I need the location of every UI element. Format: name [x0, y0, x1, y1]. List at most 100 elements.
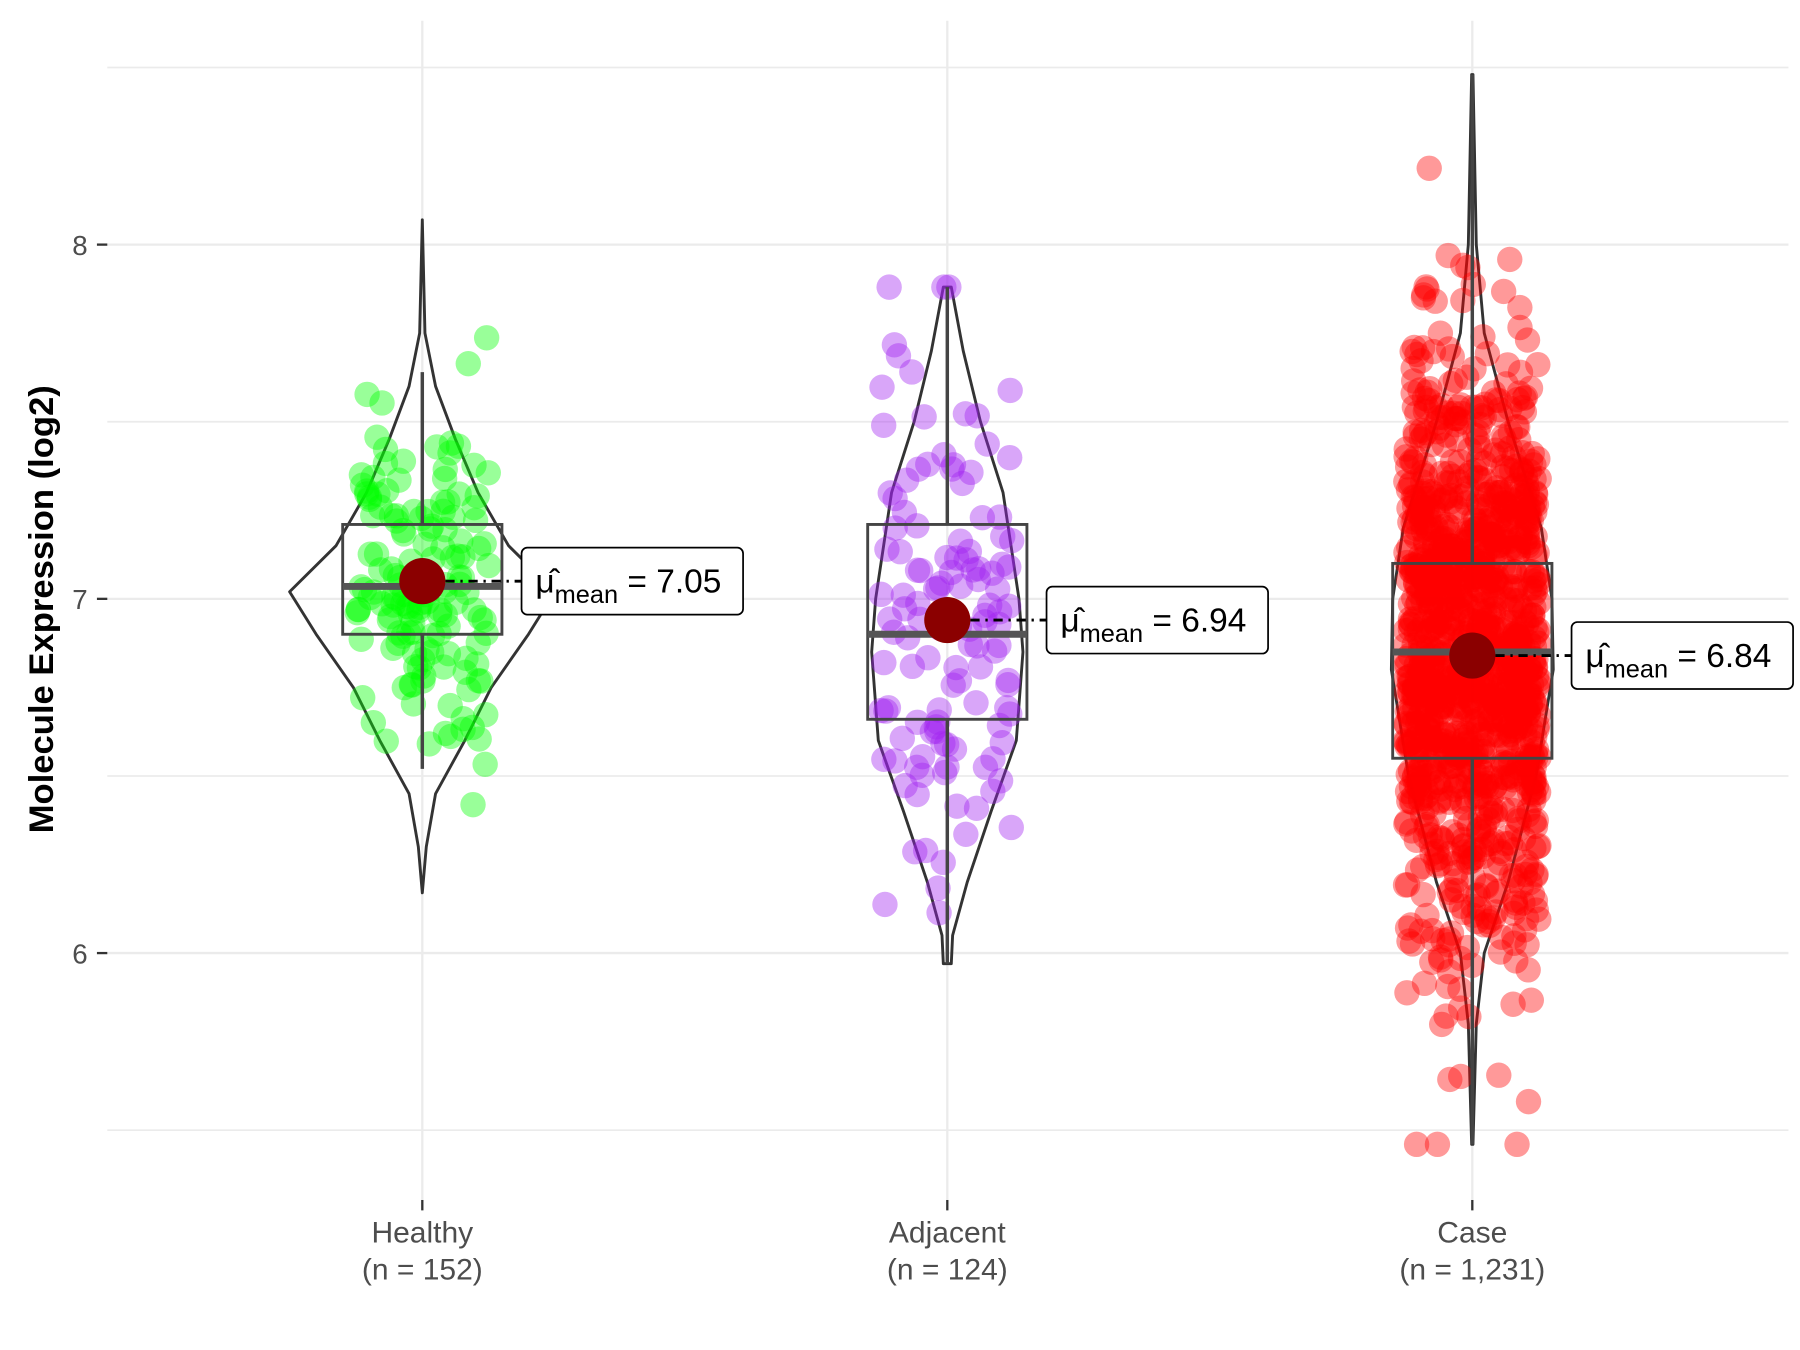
- data-point: [1488, 402, 1514, 428]
- data-point: [1516, 780, 1543, 806]
- data-point: [1421, 531, 1447, 558]
- data-point: [1405, 704, 1432, 730]
- data-point: [1407, 788, 1434, 815]
- data-point: [1494, 455, 1521, 482]
- data-point: [1440, 463, 1466, 490]
- data-point: [1509, 458, 1535, 484]
- data-point: [1482, 798, 1508, 824]
- data-point: [1446, 469, 1472, 495]
- data-point: [1420, 926, 1446, 952]
- data-point: [1423, 515, 1449, 541]
- data-point: [1453, 720, 1479, 747]
- data-point: [1463, 573, 1489, 599]
- data-point: [1430, 678, 1457, 705]
- data-point: [1455, 849, 1482, 875]
- data-point: [915, 451, 941, 478]
- data-point: [1419, 589, 1445, 615]
- data-point: [1457, 688, 1484, 715]
- data-point: [889, 725, 915, 752]
- data-point: [1511, 399, 1538, 425]
- data-point: [1461, 836, 1487, 863]
- data-point: [465, 630, 491, 656]
- data-point: [1518, 672, 1545, 698]
- data-point: [1396, 663, 1422, 690]
- data-point: [1503, 655, 1529, 681]
- data-point: [1498, 862, 1524, 889]
- data-point: [1428, 825, 1455, 852]
- data-point: [1509, 394, 1536, 421]
- data-point: [1522, 578, 1549, 605]
- data-point: [464, 483, 490, 509]
- data-point: [1410, 881, 1436, 908]
- data-point: [400, 610, 426, 637]
- data-point: [925, 575, 951, 601]
- data-point: [1524, 712, 1551, 738]
- data-point: [350, 685, 376, 711]
- data-point: [1443, 495, 1470, 521]
- data-point: [1456, 1003, 1482, 1030]
- data-point: [1414, 276, 1440, 302]
- data-point: [956, 538, 983, 565]
- data-point: [1457, 721, 1483, 747]
- data-point: [1457, 841, 1483, 867]
- data-point: [1515, 515, 1541, 542]
- data-point: [1427, 415, 1454, 441]
- data-point: [1424, 1131, 1451, 1158]
- data-point: [1517, 375, 1544, 401]
- data-point: [1517, 448, 1544, 475]
- data-point: [1422, 670, 1448, 697]
- data-point: [364, 424, 390, 450]
- data-point: [940, 672, 966, 698]
- data-point: [1471, 450, 1498, 476]
- data-point: [1491, 669, 1517, 695]
- data-point: [877, 606, 903, 632]
- data-point: [995, 667, 1021, 694]
- data-point: [1440, 584, 1466, 611]
- data-point: [386, 467, 412, 493]
- data-point: [1445, 696, 1472, 723]
- data-point: [1524, 619, 1550, 645]
- data-point: [1480, 687, 1506, 714]
- data-point: [437, 692, 463, 719]
- data-point: [909, 744, 936, 770]
- data-point: [1461, 844, 1488, 871]
- data-point: [1459, 588, 1486, 615]
- data-point: [1444, 682, 1471, 708]
- data-point: [1484, 475, 1510, 501]
- data-point: [1483, 570, 1510, 596]
- data-point: [1482, 687, 1509, 714]
- data-point: [1497, 508, 1523, 535]
- data-point: [1424, 698, 1451, 724]
- data-point: [1495, 507, 1522, 533]
- data-point: [1505, 695, 1531, 721]
- data-point: [439, 544, 466, 571]
- data-point: [1397, 671, 1423, 697]
- data-point: [1441, 776, 1468, 803]
- data-point: [1515, 530, 1541, 556]
- data-point: [1493, 371, 1519, 397]
- data-point: [1519, 558, 1545, 585]
- data-point: [1394, 872, 1421, 898]
- data-point: [1408, 426, 1435, 452]
- data-point: [997, 377, 1023, 404]
- data-point: [1474, 795, 1500, 822]
- data-point: [1486, 1062, 1512, 1088]
- data-point: [1408, 661, 1435, 688]
- data-point: [1439, 449, 1466, 475]
- data-point: [932, 759, 958, 786]
- data-point: [1417, 665, 1443, 692]
- data-point: [1466, 598, 1493, 624]
- data-point: [1507, 593, 1534, 620]
- data-point: [1473, 584, 1499, 610]
- data-point: [1504, 535, 1531, 561]
- data-point: [1445, 540, 1472, 566]
- data-point: [1485, 878, 1512, 904]
- data-point: [1503, 692, 1530, 718]
- data-point: [1431, 570, 1457, 596]
- data-point: [1409, 564, 1435, 591]
- data-point: [1524, 674, 1550, 701]
- data-point: [1405, 499, 1431, 525]
- data-point: [1394, 778, 1421, 805]
- data-point: [446, 481, 472, 507]
- x-tick-n-label: (n = 152): [362, 1254, 483, 1287]
